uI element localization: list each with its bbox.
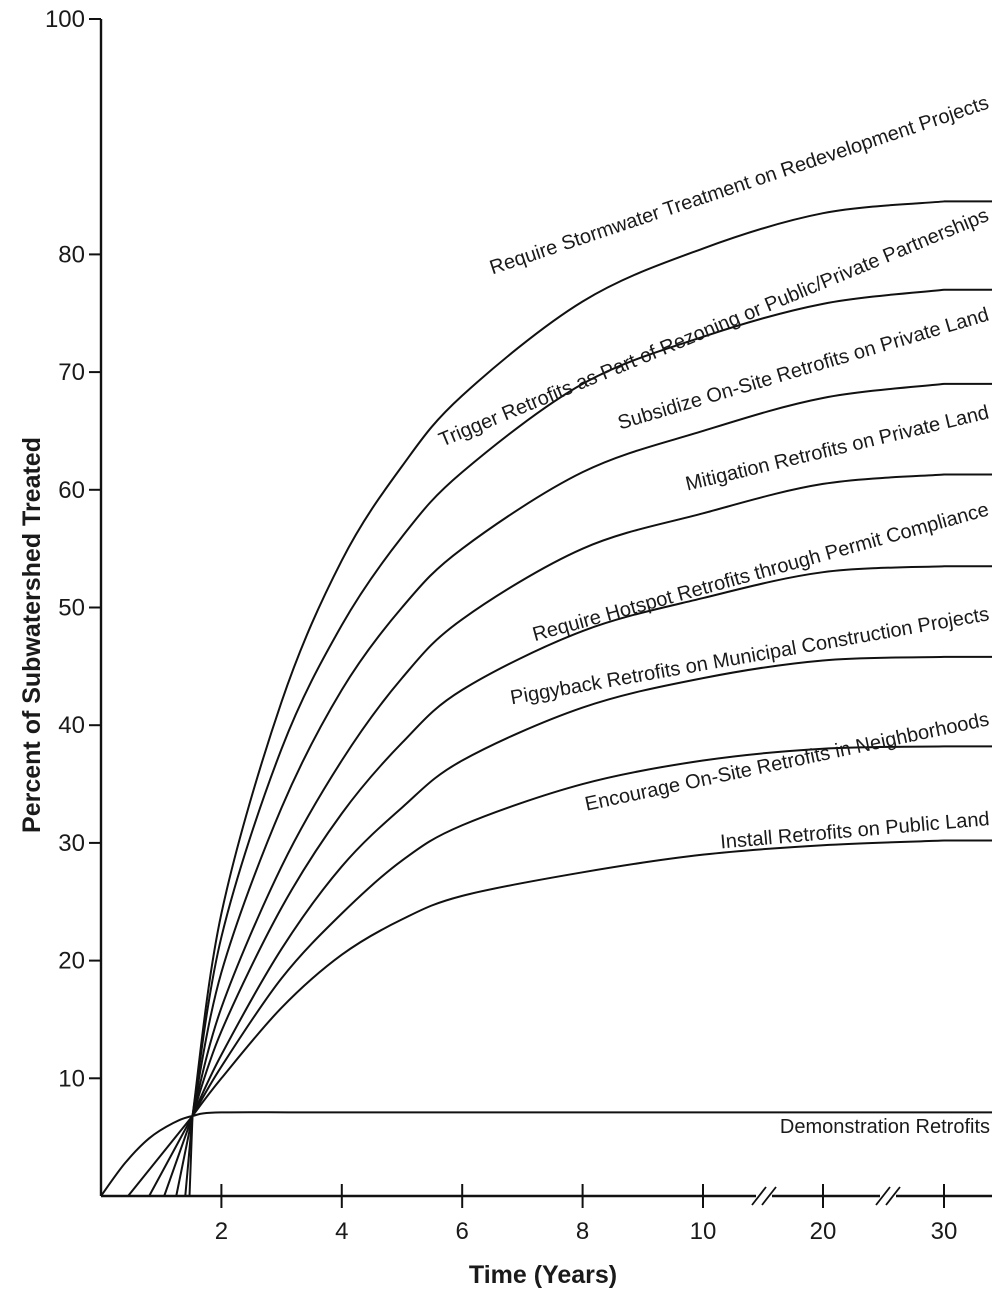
y-tick-label: 70 (58, 359, 85, 386)
y-tick-label: 40 (58, 712, 85, 739)
series-line-mitigation-retrofits-on-private-land (191, 473, 992, 1117)
series-line-install-retrofits-on-public-land (191, 839, 992, 1117)
series-line-demonstration-retrofits (101, 1111, 992, 1197)
series-start-ramp (127, 1115, 194, 1197)
series-line-trigger-retrofits-as-part-of-rezoning-or-public-private-partnerships (191, 288, 992, 1117)
x-tick-label: 8 (576, 1218, 589, 1245)
series-label-encourage-on-site-retrofits-in-neighborhoods: Encourage On-Site Retrofits in Neighborh… (583, 708, 991, 815)
series-start-ramp (148, 1115, 194, 1197)
y-tick-label: 50 (58, 595, 85, 622)
axes-layer: 10 20 30 40 50 60 70 80 100 2 4 6 8 10 20 30 (45, 6, 992, 1245)
y-tick-label: 20 (58, 948, 85, 975)
series-start-ramp (188, 1115, 194, 1197)
x-axis-title: Time (Years) (469, 1261, 617, 1289)
curve-layer (101, 200, 992, 1197)
y-tick-label: 80 (58, 241, 85, 268)
axis-break-mark (751, 1186, 767, 1206)
x-tick-label: 4 (335, 1218, 348, 1245)
series-line-subsidize-on-site-retrofits-on-private-land (191, 382, 992, 1117)
x-tick-label: 2 (215, 1218, 228, 1245)
series-line-require-hotspot-retrofits-through-permit-compliance (191, 565, 992, 1117)
axis-break-mark (875, 1186, 891, 1206)
series-label-install-retrofits-on-public-land: Install Retrofits on Public Land (719, 808, 990, 853)
y-axis-title: Percent of Subwatershed Treated (18, 437, 46, 833)
series-line-encourage-on-site-retrofits-in-neighborhoods (191, 745, 992, 1117)
series-line-require-stormwater-treatment-on-redevelopment-projects (191, 200, 992, 1117)
x-tick-label: 6 (456, 1218, 469, 1245)
y-tick-label: 10 (58, 1065, 85, 1092)
curve-label-layer: Require Stormwater Treatment on Redevelo… (436, 92, 992, 1138)
x-tick-label: 30 (931, 1218, 958, 1245)
series-start-ramp (175, 1115, 194, 1197)
axis-break-mark (885, 1186, 901, 1206)
series-line-piggyback-retrofits-on-municipal-construction-projects (191, 655, 992, 1117)
series-start-ramp (163, 1115, 194, 1197)
axis-break-mark (761, 1186, 777, 1206)
x-tick-label: 10 (690, 1218, 717, 1245)
y-tick-label: 30 (58, 830, 85, 857)
x-tick-label: 20 (810, 1218, 837, 1245)
y-tick-label: 60 (58, 477, 85, 504)
y-tick-label: 100 (45, 6, 85, 33)
series-label-demonstration-retrofits: Demonstration Retrofits (780, 1116, 990, 1138)
